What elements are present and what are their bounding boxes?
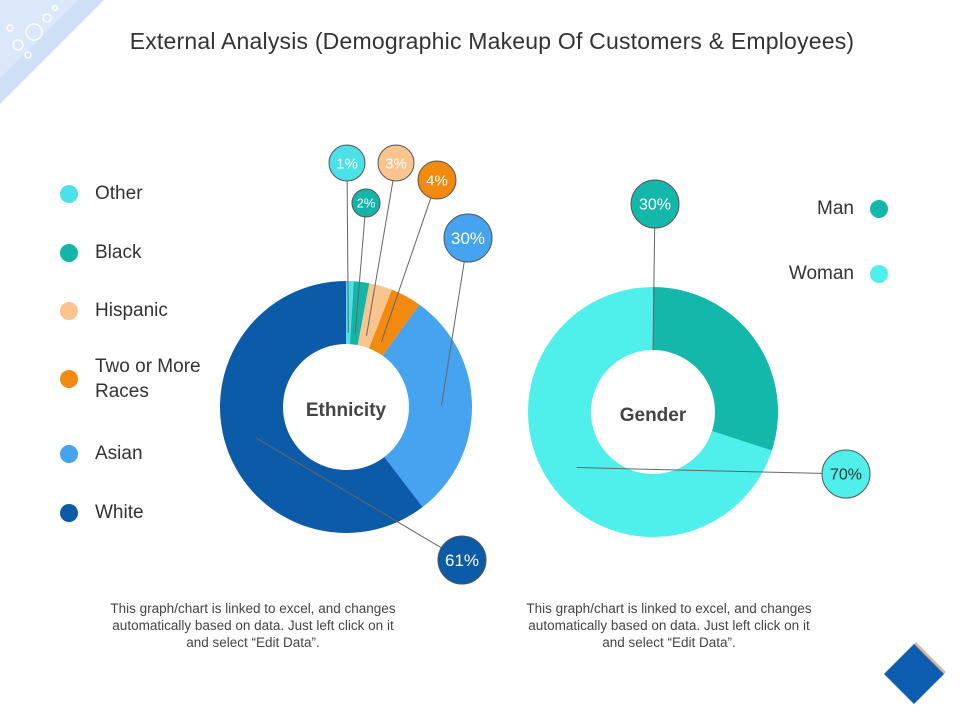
leader-line-two-or-more-races xyxy=(380,197,432,343)
legend-dot-black xyxy=(60,243,78,262)
legend-dot-other xyxy=(60,184,78,203)
gender-note-line-1: This graph/chart is linked to excel, and… xyxy=(526,601,812,616)
data-label-asian: 30% xyxy=(451,229,485,248)
legend-dot-two-or-more xyxy=(60,370,78,388)
gender-note-line-3: and select “Edit Data”. xyxy=(602,635,736,650)
slice-hispanic xyxy=(357,283,392,349)
data-label-two-or-more-races: 4% xyxy=(426,172,448,189)
callout-other xyxy=(328,144,366,182)
page-title: External Analysis (Demographic Makeup Of… xyxy=(129,28,855,54)
slice-white xyxy=(220,281,423,534)
ethnicity-note-line-2: automatically based on data. Just left c… xyxy=(112,618,394,633)
slice-black xyxy=(349,281,370,346)
callout-man xyxy=(630,179,680,229)
leader-line-white xyxy=(255,437,442,549)
diamond-decoration xyxy=(884,642,946,704)
leader-line-black xyxy=(354,216,366,334)
ethnicity-note-line-1: This graph/chart is linked to excel, and… xyxy=(110,601,396,616)
legend-label-hispanic: Hispanic xyxy=(95,300,168,321)
data-label-man: 30% xyxy=(639,197,671,214)
slice-woman xyxy=(528,287,772,537)
legend-item-hispanic: Hispanic xyxy=(60,298,225,323)
callout-black xyxy=(351,188,381,218)
data-label-white: 61% xyxy=(445,551,479,570)
callout-asian xyxy=(443,213,493,263)
data-label-other: 1% xyxy=(336,155,358,172)
legend-dot-man xyxy=(870,200,888,218)
leader-line-other xyxy=(346,180,349,333)
callout-woman xyxy=(821,449,871,499)
callout-white xyxy=(437,535,487,585)
corner-decoration xyxy=(0,0,104,104)
legend-item-asian: Asian xyxy=(60,441,225,466)
legend-label-other: Other xyxy=(95,183,143,204)
legend-label-black: Black xyxy=(95,242,142,263)
legend-label-man: Man xyxy=(817,198,854,219)
data-label-black: 2% xyxy=(357,196,376,211)
leader-line-asian xyxy=(440,261,465,406)
legend-label-two-or-more: Two or More Races xyxy=(95,356,201,402)
gender-chart-note: This graph/chart is linked to excel, and… xyxy=(504,600,834,651)
legend-dot-white xyxy=(60,503,78,522)
callout-two-or-more-races xyxy=(417,160,457,200)
leader-line-man xyxy=(652,227,656,351)
slice-two-or-more-races xyxy=(368,289,420,356)
callout-hispanic xyxy=(377,144,415,182)
legend-item-other: Other xyxy=(60,181,225,206)
data-label-woman: 70% xyxy=(830,467,862,484)
legend-dot-hispanic xyxy=(60,301,78,320)
ethnicity-chart-title: Ethnicity xyxy=(306,400,387,421)
gender-donut xyxy=(528,287,778,537)
gender-chart-title: Gender xyxy=(620,405,687,426)
legend-item-woman: Woman xyxy=(789,263,888,285)
data-label-hispanic: 3% xyxy=(385,155,407,172)
legend-label-asian: Asian xyxy=(95,443,143,464)
legend-label-woman: Woman xyxy=(788,263,854,284)
slice-man xyxy=(653,287,778,451)
legend-item-man: Man xyxy=(817,198,888,220)
legend-item-white: White xyxy=(60,500,225,525)
leader-line-hispanic xyxy=(365,180,394,336)
ethnicity-note-line-3: and select “Edit Data”. xyxy=(186,635,320,650)
legend-dot-asian xyxy=(60,444,78,463)
legend-item-two-or-more-races: Two or More Races xyxy=(60,354,225,404)
ethnicity-chart-note: This graph/chart is linked to excel, and… xyxy=(88,600,418,651)
leader-line-woman xyxy=(576,467,823,474)
legend-dot-woman xyxy=(870,265,888,283)
gender-note-line-2: automatically based on data. Just left c… xyxy=(528,618,810,633)
legend-label-white: White xyxy=(95,502,144,523)
legend-item-black: Black xyxy=(60,240,225,265)
